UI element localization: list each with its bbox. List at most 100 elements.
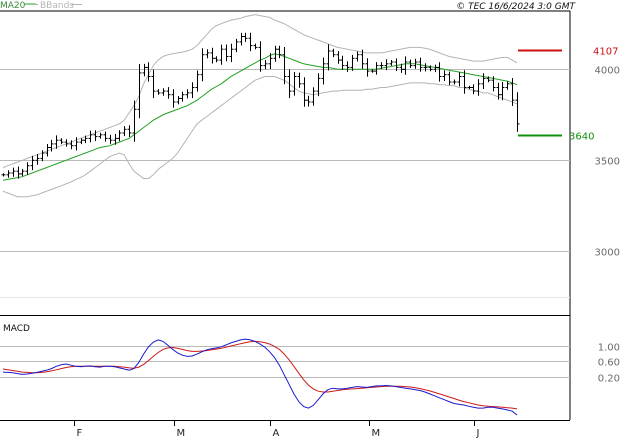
price-bar (113, 134, 118, 145)
price-bar (234, 38, 239, 53)
price-bar (447, 71, 452, 86)
macd-gridlines (0, 346, 570, 378)
price-bar (30, 155, 35, 171)
price-levels: 4107 3640 (518, 47, 618, 143)
price-bar (292, 72, 297, 96)
price-bar (428, 65, 433, 72)
price-bar (268, 53, 273, 69)
price-bar (146, 62, 151, 82)
price-bar (423, 63, 428, 72)
price-bar (491, 76, 496, 92)
price-bar (394, 58, 399, 71)
price-bar (277, 45, 282, 59)
price-y-tick-label: 4000 (595, 66, 620, 77)
price-bar (486, 76, 491, 83)
price-bar (365, 58, 370, 77)
price-bar (176, 96, 181, 105)
price-bar (166, 87, 171, 99)
macd-lines (2, 338, 518, 416)
price-bar (54, 135, 59, 149)
price-bar (418, 57, 423, 72)
macd-title: MACD (3, 324, 30, 334)
price-bar (403, 56, 408, 75)
price-bar (481, 73, 486, 89)
price-bar (467, 85, 472, 90)
price-bar (98, 132, 103, 139)
macd-y-tick-label: 0.20 (598, 374, 620, 385)
price-bar (127, 125, 132, 137)
macd-y-tick-label: 0.60 (598, 358, 620, 369)
price-bar (510, 78, 515, 106)
price-bar (83, 135, 88, 144)
macd-y-tick-labels: 1.00 0.60 0.20 (598, 343, 620, 385)
bb-upper-line (2, 14, 518, 169)
price-bar (93, 130, 98, 142)
price-bar (350, 54, 355, 71)
x-axis-tick-label: M (372, 428, 381, 439)
source-timestamp: © TEC 16/6/2024 3:0 GMT (456, 2, 576, 12)
price-bar (20, 169, 25, 177)
price-bar (142, 63, 147, 77)
price-bar (258, 41, 263, 72)
price-bar (49, 139, 54, 152)
price-level-label: 4107 (593, 47, 618, 58)
price-bar (229, 43, 234, 63)
price-bar (224, 44, 229, 62)
price-bar (156, 89, 161, 95)
price-bar (389, 60, 394, 66)
price-bar (442, 70, 447, 81)
price-bar (471, 84, 476, 95)
price-bar (248, 32, 253, 52)
price-y-tick-label: 3000 (595, 248, 620, 259)
bb-lower-line (2, 76, 518, 198)
price-y-tick-label: 3500 (595, 157, 620, 168)
price-bar (88, 130, 93, 143)
price-panel: 4000 3500 3000 4107 3640 (0, 10, 620, 315)
price-y-tick-labels: 4000 3500 3000 (595, 66, 620, 259)
price-bar (195, 70, 200, 92)
macd-panel: MACD 1.00 0.60 0.20 (0, 315, 620, 420)
price-bar (355, 51, 360, 62)
price-bar (35, 154, 40, 165)
price-bar (40, 150, 45, 162)
price-bar (190, 82, 195, 99)
price-bar (74, 137, 79, 151)
price-bar (45, 144, 50, 157)
price-bar (132, 100, 137, 142)
price-bar (515, 92, 520, 132)
price-bar (151, 69, 156, 99)
bbands-legend-label: BBands (40, 1, 74, 11)
price-bar (360, 49, 365, 69)
bollinger-bands (2, 14, 518, 198)
price-bar (326, 44, 331, 71)
price-bar (137, 64, 142, 119)
x-axis-tick-label: J (476, 428, 480, 439)
price-bar (219, 44, 224, 65)
price-bar (6, 170, 11, 178)
price-bar (321, 57, 326, 85)
price-bar (340, 55, 345, 70)
price-bar (462, 70, 467, 94)
price-bar (336, 51, 341, 64)
price-bar (263, 60, 268, 70)
price-bar (180, 91, 185, 102)
price-bar (103, 131, 108, 142)
price-bar (273, 45, 278, 62)
ma20-legend-label: MA20 (0, 1, 26, 11)
price-bar (16, 166, 21, 179)
price-bar (214, 56, 219, 63)
price-bar (200, 48, 205, 82)
price-bar (345, 61, 350, 72)
price-bar (374, 62, 379, 75)
price-bar (457, 72, 462, 87)
price-bar (433, 64, 438, 73)
price-bar (496, 82, 501, 100)
price-bar (79, 138, 84, 145)
price-bar (185, 89, 190, 99)
price-bar (210, 47, 215, 64)
x-axis-tick-label: M (177, 428, 186, 439)
price-bar (331, 48, 336, 58)
price-bar (59, 138, 64, 145)
